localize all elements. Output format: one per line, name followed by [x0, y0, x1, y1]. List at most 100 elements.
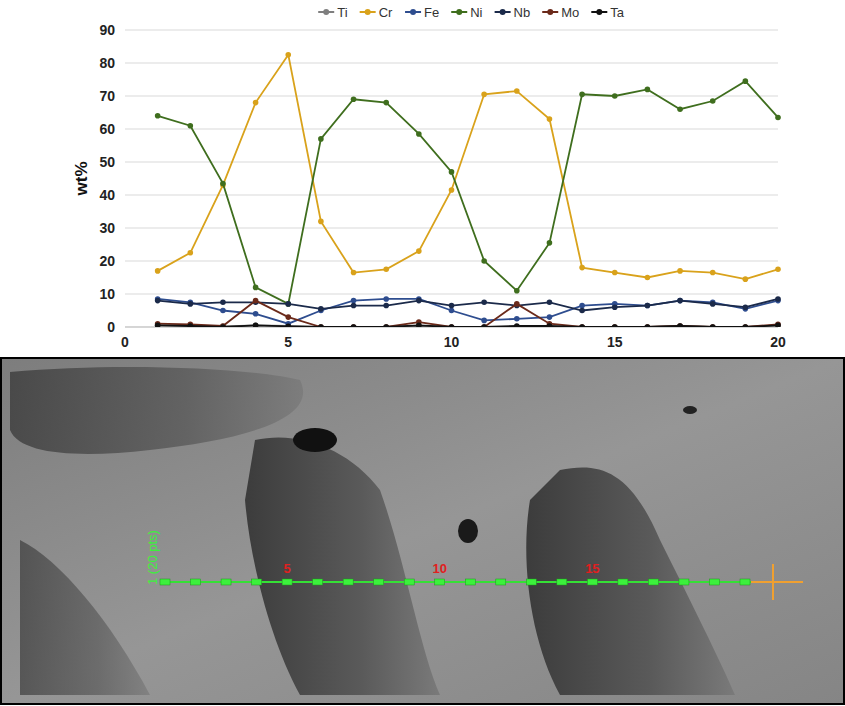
series-point	[318, 219, 324, 225]
series-point	[188, 301, 194, 307]
series-point	[710, 324, 716, 327]
series-point	[775, 296, 781, 302]
series-point	[677, 106, 683, 112]
series-point	[677, 298, 683, 304]
series-point	[579, 303, 585, 309]
series-point	[645, 324, 651, 327]
series-line	[158, 299, 778, 324]
legend-item: Ta	[591, 5, 625, 20]
series-point	[612, 324, 618, 327]
y-axis-line	[125, 30, 126, 327]
legend-marker	[365, 9, 371, 15]
series-point	[383, 324, 389, 327]
legend-marker	[596, 9, 602, 15]
scan-point	[587, 579, 597, 585]
series-point	[645, 275, 651, 281]
series-point	[547, 116, 553, 122]
y-tick-label: 50	[99, 154, 115, 170]
scan-point	[435, 579, 445, 585]
page: {"chart_data": {"type": "line", "ylabel"…	[0, 0, 845, 706]
x-tick-label: 20	[770, 334, 786, 350]
series-point	[612, 93, 618, 99]
series-point	[547, 314, 553, 320]
series-point	[285, 314, 291, 320]
scan-point	[740, 579, 750, 585]
series-point	[481, 92, 487, 98]
series-point	[449, 308, 455, 314]
series-point	[645, 303, 651, 309]
legend: TiCrFeNiNbMoTa	[318, 5, 625, 20]
series-point	[579, 324, 585, 327]
series-point	[220, 308, 226, 314]
series-point	[449, 169, 455, 175]
series-point	[645, 303, 651, 309]
series-point	[383, 296, 389, 302]
grid-line	[125, 63, 778, 64]
series-line	[158, 301, 778, 327]
plot-area	[155, 52, 781, 327]
legend-label: Nb	[514, 5, 531, 20]
scan-index-label: 15	[585, 561, 599, 576]
series-point	[253, 323, 259, 327]
scan-point	[709, 579, 719, 585]
scan-point	[404, 579, 414, 585]
y-tick-label: 60	[99, 121, 115, 137]
grid-line	[125, 228, 778, 229]
grid-line	[125, 30, 778, 31]
series-point	[645, 324, 651, 327]
legend-label: Mo	[561, 5, 579, 20]
series-point	[645, 87, 651, 93]
series-point	[481, 299, 487, 305]
series-point	[318, 306, 324, 312]
scan-index-label: 5	[283, 561, 290, 576]
series-point	[383, 324, 389, 327]
legend-marker	[500, 9, 506, 15]
series-point	[188, 323, 194, 327]
series-line	[158, 325, 778, 327]
grid-line	[125, 162, 778, 163]
series-point	[253, 323, 259, 327]
series-point	[514, 301, 520, 307]
series-point	[285, 301, 291, 307]
series-point	[351, 324, 357, 327]
series-point	[743, 276, 749, 282]
series-point	[547, 324, 553, 327]
series-point	[579, 308, 585, 314]
series-point	[579, 92, 585, 98]
series-point	[351, 303, 357, 309]
series-point	[710, 324, 716, 327]
series-point	[383, 100, 389, 106]
series-point	[383, 266, 389, 272]
scan-index-label: 10	[433, 561, 447, 576]
series-line	[158, 325, 778, 327]
series-point	[318, 136, 324, 142]
series-point	[710, 270, 716, 276]
sem-pore	[293, 428, 337, 452]
sem-background	[1, 358, 844, 704]
series-point	[285, 301, 291, 307]
series-point	[775, 115, 781, 121]
series-point	[155, 323, 161, 327]
series-point	[514, 324, 520, 327]
series-point	[351, 270, 357, 276]
series-point	[220, 181, 226, 187]
scan-point	[526, 579, 536, 585]
series-point	[775, 266, 781, 272]
scan-point	[160, 579, 170, 585]
series-point	[579, 324, 585, 327]
series-point	[188, 123, 194, 129]
series-point	[481, 324, 487, 327]
y-tick-label: 10	[99, 286, 115, 302]
y-tick-label: 40	[99, 187, 115, 203]
y-tick-label: 30	[99, 220, 115, 236]
series-point	[253, 298, 259, 304]
series-point	[514, 288, 520, 294]
sem-pore	[683, 406, 697, 414]
scan-point	[374, 579, 384, 585]
series-point	[285, 324, 291, 327]
scan-point	[252, 579, 262, 585]
sem-pore	[458, 519, 478, 543]
series-point	[416, 131, 422, 137]
legend-marker	[456, 9, 462, 15]
series-point	[383, 303, 389, 309]
